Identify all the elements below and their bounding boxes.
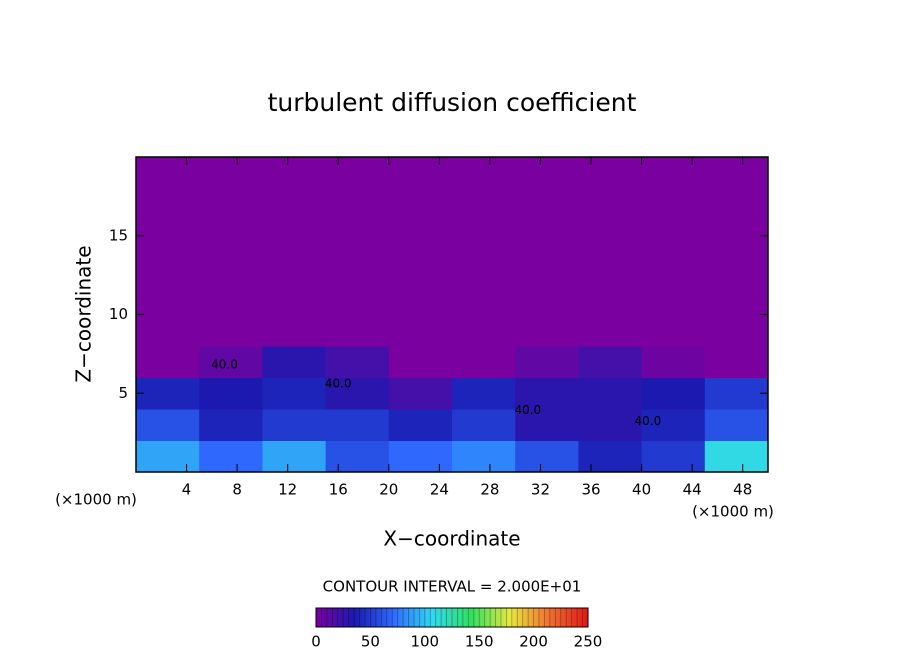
heat-cell [136, 346, 200, 378]
x-tick-label: 40 [632, 481, 651, 499]
x-tick-label: 12 [278, 481, 297, 499]
chart-title: turbulent diffusion coefficient [268, 88, 637, 117]
heat-cell [515, 440, 579, 473]
heat-cell [641, 377, 706, 410]
heat-cell [515, 157, 579, 315]
heat-cell [262, 409, 327, 441]
contour-label: 40.0 [325, 376, 352, 390]
heat-cell [262, 346, 327, 378]
heat-cell [199, 440, 263, 473]
heat-cell [578, 377, 643, 410]
heat-cell [262, 157, 327, 315]
colorbar-tick-label: 50 [361, 633, 380, 651]
colorbar [315, 607, 589, 628]
heat-cell [515, 314, 579, 347]
heat-cell [452, 440, 516, 473]
heat-cell [452, 314, 516, 347]
x-tick-label: 44 [683, 481, 702, 499]
y-tick-label: 15 [109, 226, 128, 244]
heat-cell [641, 409, 706, 441]
heat-cell [388, 157, 453, 315]
colorbar-tick-label: 200 [519, 633, 548, 651]
heat-cell [704, 314, 769, 347]
heat-cell [262, 377, 327, 410]
heat-cell [704, 346, 769, 378]
x-tick-label: 4 [182, 481, 192, 499]
x-tick-label: 16 [329, 481, 348, 499]
heat-cell [641, 346, 706, 378]
contour-label: 40.0 [635, 414, 662, 428]
heat-cell [199, 314, 263, 347]
heat-cell [136, 377, 200, 410]
heat-cell [515, 409, 579, 441]
colorbar-tick-label: 150 [465, 633, 494, 651]
heat-cell [515, 377, 579, 410]
x-unit-label: (×1000 m) [692, 503, 774, 521]
heat-cell [325, 440, 390, 473]
y-tick-label: 5 [118, 384, 128, 402]
heat-cell [704, 377, 769, 410]
x-tick-label: 32 [531, 481, 550, 499]
heat-cell [199, 157, 263, 315]
heat-cell [641, 314, 706, 347]
heat-cell [641, 157, 706, 315]
heat-cell [452, 157, 516, 315]
heat-cell [704, 440, 769, 473]
heat-cell [578, 314, 643, 347]
x-tick-label: 8 [232, 481, 242, 499]
heat-cell [262, 440, 327, 473]
y-tick-label: 10 [109, 305, 128, 323]
heat-cell [199, 346, 263, 378]
heat-cell [325, 409, 390, 441]
heat-cell [136, 314, 200, 347]
heat-cell [388, 377, 453, 410]
heat-cell [641, 440, 706, 473]
x-unit-label: (×1000 m) [55, 491, 137, 509]
heat-cell [452, 377, 516, 410]
heat-cell [199, 409, 263, 441]
heat-cell [199, 377, 263, 410]
heat-cell [704, 409, 769, 441]
heat-cell [388, 409, 453, 441]
heat-cell [325, 314, 390, 347]
heat-cell [452, 346, 516, 378]
heat-cell [388, 314, 453, 347]
x-tick-label: 20 [379, 481, 398, 499]
heat-cell [578, 440, 643, 473]
heat-cell [388, 440, 453, 473]
x-tick-label: 48 [733, 481, 752, 499]
contour-label: 40.0 [514, 403, 541, 417]
heat-cell [136, 409, 200, 441]
heat-cell [325, 377, 390, 410]
heat-cell [325, 346, 390, 378]
heat-cell [325, 157, 390, 315]
heat-cell [515, 346, 579, 378]
heat-cell [578, 157, 643, 315]
colorbar-label: CONTOUR INTERVAL = 2.000E+01 [323, 578, 582, 596]
x-tick-label: 28 [480, 481, 499, 499]
y-axis-label: Z−coordinate [72, 245, 96, 382]
x-tick-label: 24 [430, 481, 449, 499]
contour-label: 40.0 [211, 357, 238, 371]
heat-cell [578, 346, 643, 378]
heat-cell [578, 409, 643, 441]
heat-cell [136, 440, 200, 473]
heat-cell [452, 409, 516, 441]
heat-cell [262, 314, 327, 347]
colorbar-tick-label: 0 [311, 633, 321, 651]
heat-cell [704, 157, 769, 315]
colorbar-tick-label: 100 [410, 633, 439, 651]
heat-cell [388, 346, 453, 378]
x-axis-label: X−coordinate [383, 527, 520, 551]
heat-cell [136, 157, 200, 315]
colorbar-tick-label: 250 [574, 633, 603, 651]
x-tick-label: 36 [581, 481, 600, 499]
